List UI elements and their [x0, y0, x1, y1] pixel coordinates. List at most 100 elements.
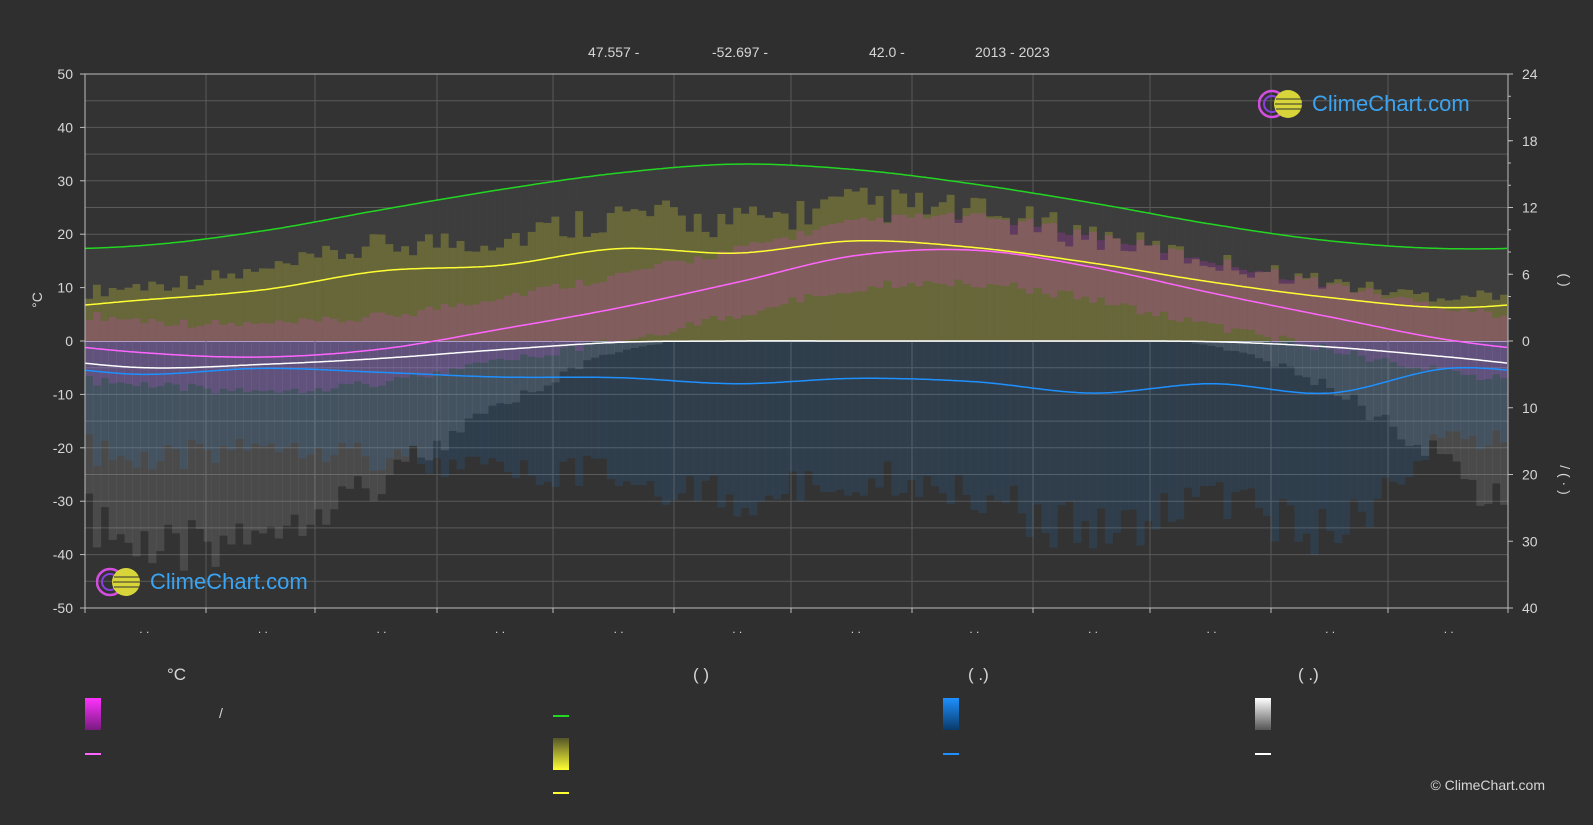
rain-band [1144, 341, 1153, 521]
rain-band [780, 341, 789, 495]
sunshine-band [290, 265, 299, 341]
snow-band [290, 341, 299, 515]
sunshine-band [132, 284, 141, 341]
sunshine-band [274, 261, 283, 341]
rain-band [1239, 341, 1248, 490]
sunshine-band [899, 193, 908, 341]
sunshine-band [345, 253, 355, 341]
sunshine-band [662, 200, 671, 341]
snow-band [1255, 341, 1264, 359]
snow-band [1500, 341, 1509, 505]
rain-band [1373, 341, 1382, 499]
daylight-band [211, 237, 220, 341]
daylight-band [85, 248, 94, 341]
sunshine-band [251, 271, 260, 341]
daylight-band [1255, 231, 1264, 341]
rain-band [756, 341, 766, 502]
sunshine-band [1207, 267, 1216, 341]
sunshine-band [907, 207, 916, 341]
sunshine-band [432, 247, 442, 341]
snow-band [361, 341, 370, 489]
rain-band [503, 341, 513, 472]
daylight-band [1057, 197, 1066, 341]
snow-band [535, 341, 544, 392]
rain-band [1247, 341, 1256, 489]
daylight-band [638, 170, 647, 341]
daylight-band [1199, 222, 1208, 341]
snow-band [1484, 341, 1493, 504]
sunshine-band [606, 213, 615, 341]
daylight-band [337, 216, 347, 341]
daylight-band [1310, 239, 1319, 341]
sunshine-band [836, 196, 845, 341]
series-line-rain_mean [84, 366, 1508, 395]
sunshine-band [235, 278, 244, 341]
rain-band [527, 341, 536, 476]
daylight-band [1428, 248, 1438, 341]
rain-band [85, 341, 94, 435]
rain-band [701, 341, 710, 481]
logo-icon [96, 567, 140, 597]
rain-band [535, 341, 544, 486]
rain-band [970, 341, 979, 511]
rain-band [812, 341, 821, 486]
daylight-band [440, 198, 449, 341]
daylight-band [1444, 248, 1453, 341]
daylight-band [377, 209, 386, 341]
sunshine-band [1278, 283, 1287, 341]
header-elevation: 42.0 - [869, 44, 905, 60]
rain-band [733, 341, 742, 517]
sunshine-band [1286, 283, 1295, 341]
snow-band [1389, 341, 1398, 427]
sunshine-band [1255, 272, 1264, 341]
sunshine-band [693, 213, 702, 341]
sunshine-band [1191, 259, 1200, 341]
daylight-band [448, 197, 457, 341]
snow-band [401, 341, 410, 462]
daylight-band [456, 196, 465, 341]
rain-band [1168, 341, 1177, 522]
logo-bottom[interactable]: ClimeChart.com [96, 565, 336, 599]
logo-top[interactable]: ClimeChart.com [1258, 87, 1498, 121]
daylight-band [124, 246, 133, 341]
sunshine-band [1168, 244, 1177, 341]
sunshine-band [448, 247, 457, 341]
daylight-band [1492, 248, 1501, 341]
daylight-band [251, 232, 260, 341]
sunshine-band [1152, 240, 1161, 341]
rain-band [1112, 341, 1121, 533]
rain-band [598, 341, 608, 459]
snow-band [1334, 341, 1343, 397]
sunshine-band [772, 211, 781, 341]
sunshine-band [116, 289, 125, 341]
snow-band [527, 341, 536, 393]
sunshine-band [1223, 254, 1232, 341]
sunshine-band [464, 251, 473, 341]
snow-band [298, 341, 307, 536]
month-label: . . [376, 622, 386, 636]
daylight-band [1002, 188, 1011, 341]
sunshine-band [424, 234, 434, 341]
sunshine-band [1468, 296, 1477, 341]
daylight-band [1381, 245, 1390, 341]
rain-band [1231, 341, 1240, 493]
daylight-band [401, 205, 410, 341]
rain-band [164, 341, 173, 446]
snow-band [393, 341, 402, 460]
rain-band [472, 341, 481, 457]
sunshine-band [614, 206, 623, 341]
left-tick-label: 50 [57, 66, 73, 82]
sunshine-band [100, 296, 110, 341]
rain-band [306, 341, 315, 455]
snow-band [314, 341, 323, 510]
sunshine-band [598, 232, 608, 341]
sunshine-band [946, 194, 955, 341]
snow-band [1421, 341, 1430, 456]
rain-band [693, 341, 702, 502]
rain-band [1357, 341, 1366, 512]
rain-band [314, 341, 323, 449]
sunshine-band [1389, 292, 1398, 341]
sunshine-band [938, 202, 948, 341]
rain-band [116, 341, 125, 456]
daylight-band [828, 167, 837, 341]
